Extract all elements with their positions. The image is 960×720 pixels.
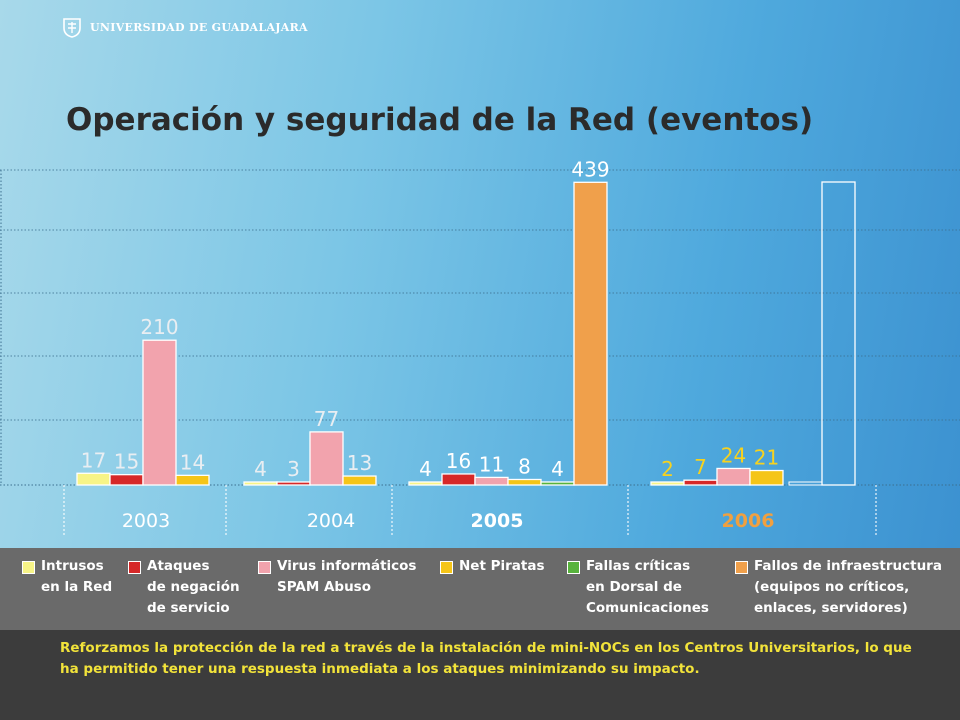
chart-bars	[76, 181, 784, 486]
data-label: 15	[114, 450, 139, 474]
legend-item: Fallas críticas en Dorsal de Comunicacio…	[567, 558, 709, 619]
bar	[342, 475, 377, 486]
data-label: 210	[140, 315, 178, 339]
legend-swatch	[440, 561, 453, 574]
legend-label: Net Piratas	[459, 558, 545, 574]
caption-text: Reforzamos la protección de la red a tra…	[60, 640, 912, 677]
legend-label: Fallas críticas en Dorsal de Comunicacio…	[586, 558, 709, 616]
x-tick-label: 2004	[307, 510, 355, 532]
bar	[309, 431, 344, 486]
legend-swatch	[22, 561, 35, 574]
data-label: 8	[518, 454, 531, 478]
data-label: 2	[661, 457, 674, 481]
data-label: 4	[254, 457, 267, 481]
legend-swatch	[258, 561, 271, 574]
bar	[507, 478, 542, 486]
bar	[749, 469, 784, 486]
bar	[109, 474, 144, 486]
data-label: 4	[419, 457, 432, 481]
placeholder-bar-outline	[788, 481, 823, 486]
data-label: 14	[180, 450, 205, 474]
legend-item: Fallos de infraestructura (equipos no cr…	[735, 558, 942, 619]
logo: UNIVERSIDAD DE GUADALAJARA	[62, 16, 308, 38]
legend-item: Net Piratas	[440, 558, 545, 577]
data-label: 24	[721, 443, 746, 467]
data-label: 21	[754, 446, 779, 470]
bar	[683, 479, 718, 486]
empty-placeholder-bar	[788, 181, 856, 486]
legend-swatch	[735, 561, 748, 574]
legend-label: Intrusos en la Red	[41, 558, 113, 595]
bar	[716, 467, 751, 486]
legend-label: Ataques de negación de servicio	[147, 558, 240, 616]
legend-label: Fallos de infraestructura (equipos no cr…	[754, 558, 942, 616]
data-label: 77	[314, 407, 339, 431]
data-label: 439	[571, 157, 609, 181]
chart-legend: Intrusos en la Red Ataques de negación de…	[0, 548, 960, 630]
data-label: 7	[694, 455, 707, 479]
legend-label: Virus informáticos SPAM Abuso	[277, 558, 417, 595]
data-label: 3	[287, 457, 300, 481]
university-seal-icon	[63, 18, 81, 38]
placeholder-bar-outline	[821, 181, 856, 486]
caption-bar: Reforzamos la protección de la red a tra…	[0, 630, 960, 720]
data-label: 13	[347, 451, 372, 475]
legend-item: Virus informáticos SPAM Abuso	[258, 558, 417, 598]
bar	[650, 481, 685, 486]
data-label: 4	[551, 457, 564, 481]
legend-swatch	[128, 561, 141, 574]
bar	[408, 481, 443, 486]
legend-swatch	[567, 561, 580, 574]
legend-item: Intrusos en la Red	[22, 558, 113, 598]
bar	[441, 473, 476, 486]
chart-title: Operación y seguridad de la Red (eventos…	[66, 102, 814, 138]
data-label: 17	[81, 448, 106, 472]
bar	[573, 181, 608, 486]
legend-item: Ataques de negación de servicio	[128, 558, 240, 619]
data-label: 16	[446, 449, 471, 473]
x-tick-label: 2003	[122, 510, 170, 532]
x-tick-label: 2005	[471, 510, 524, 532]
bar	[276, 481, 311, 486]
chart-x-axis: 2003 2004 2005 2006	[122, 510, 775, 532]
institution-name: UNIVERSIDAD DE GUADALAJARA	[90, 20, 308, 34]
bar	[474, 476, 509, 486]
bar	[76, 472, 111, 486]
bar	[175, 474, 210, 486]
data-label: 11	[479, 452, 504, 476]
bar	[243, 481, 278, 486]
bar	[540, 481, 575, 486]
bar	[142, 339, 177, 486]
x-tick-label: 2006	[722, 510, 775, 532]
